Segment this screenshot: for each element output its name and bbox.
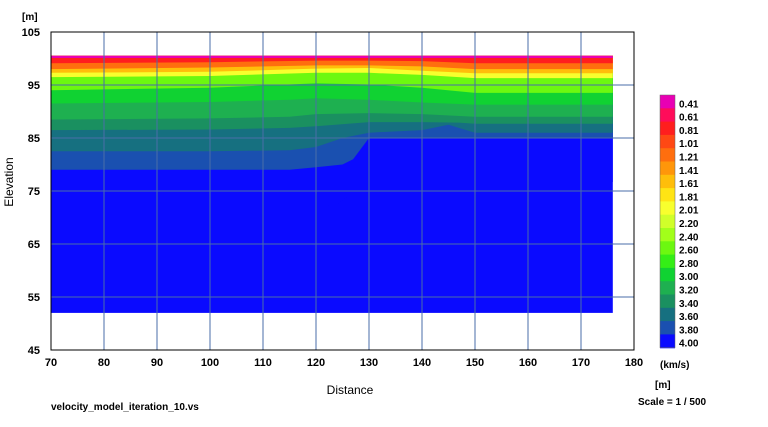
colorbar-swatch <box>660 228 675 242</box>
x-tick-label: 180 <box>625 357 643 369</box>
y-axis-title: Elevation <box>2 157 16 206</box>
colorbar-level-label: 1.81 <box>679 192 699 203</box>
y-unit-label: [m] <box>22 12 38 23</box>
colorbar-level-label: 0.81 <box>679 126 699 137</box>
x-tick-label: 170 <box>572 357 590 369</box>
colorbar-level-label: 2.20 <box>679 219 699 230</box>
axis-ticks: 70 80 90 100 110 120 130 140 150 160 170 180 45 55 65 7… <box>22 27 644 369</box>
scale-label: Scale = 1 / 500 <box>638 397 707 408</box>
velocity-colorbar: 0.41 0.61 0.81 1.01 1.21 1.41 1.61 1.81 2.01 2.20… <box>659 94 699 350</box>
colorbar-level-label: 2.60 <box>679 246 699 257</box>
x-axis-title: Distance <box>327 383 374 397</box>
colorbar-level-label: 2.01 <box>679 206 699 217</box>
y-tick-label: 45 <box>28 345 40 357</box>
colorbar-frame <box>659 94 676 348</box>
x-tick-label: 80 <box>98 357 110 369</box>
colorbar-swatch <box>660 108 675 123</box>
colorbar-level-label: 3.20 <box>679 286 699 297</box>
x-tick-label: 90 <box>151 357 163 369</box>
filename-label: velocity_model_iteration_10.vs <box>51 402 199 413</box>
colorbar-swatch <box>660 95 675 109</box>
y-tick-label: 85 <box>28 133 40 145</box>
x-tick-label: 70 <box>45 357 57 369</box>
colorbar-swatch <box>660 148 675 163</box>
y-tick-label: 65 <box>28 239 40 251</box>
colorbar-level-label: 2.40 <box>679 232 699 243</box>
y-tick-label: 95 <box>28 80 40 92</box>
x-tick-label: 160 <box>519 357 537 369</box>
colorbar-level-label: 3.80 <box>679 325 699 336</box>
velocity-band-0-41 <box>51 55 613 58</box>
x-tick-label: 100 <box>201 357 219 369</box>
x-tick-label: 110 <box>254 357 272 369</box>
colorbar-level-label: 3.00 <box>679 272 699 283</box>
plot-frame <box>50 31 635 351</box>
colorbar-level-label: 0.41 <box>679 99 699 110</box>
colorbar-level-label: 1.41 <box>679 166 699 177</box>
colorbar-swatch <box>660 281 675 296</box>
colorbar-swatch <box>660 294 675 309</box>
colorbar-unit-label: (km/s) <box>660 360 689 371</box>
y-tick-label: 55 <box>28 292 40 304</box>
colorbar-level-label: 0.61 <box>679 113 699 124</box>
colorbar-swatch <box>660 214 675 229</box>
x-tick-label: 150 <box>466 357 484 369</box>
x-unit-label: [m] <box>655 380 671 391</box>
velocity-model-section <box>51 55 613 313</box>
x-tick-label: 120 <box>307 357 325 369</box>
colorbar-swatch <box>660 267 675 282</box>
colorbar-level-label: 2.80 <box>679 259 699 270</box>
grid-lines <box>51 32 634 350</box>
colorbar-swatch <box>660 254 675 269</box>
colorbar-level-label: 1.61 <box>679 179 699 190</box>
x-tick-label: 130 <box>360 357 378 369</box>
colorbar-swatch <box>660 201 675 216</box>
colorbar-swatch <box>660 161 675 176</box>
colorbar-swatch <box>660 188 675 202</box>
colorbar-swatch <box>660 134 675 149</box>
colorbar-level-label: 4.00 <box>679 339 699 350</box>
colorbar-level-label: 3.40 <box>679 299 699 310</box>
colorbar-level-label: 1.01 <box>679 139 699 150</box>
colorbar-swatch <box>660 334 675 349</box>
colorbar-level-label: 3.60 <box>679 312 699 323</box>
y-tick-label: 105 <box>22 27 40 39</box>
y-tick-label: 75 <box>28 186 40 198</box>
colorbar-level-label: 1.21 <box>679 153 699 164</box>
colorbar-swatch <box>660 307 675 322</box>
colorbar-swatch <box>660 321 675 335</box>
colorbar-swatch <box>660 121 675 136</box>
colorbar-swatch <box>660 241 675 256</box>
x-tick-label: 140 <box>413 357 431 369</box>
colorbar-swatch <box>660 174 675 189</box>
